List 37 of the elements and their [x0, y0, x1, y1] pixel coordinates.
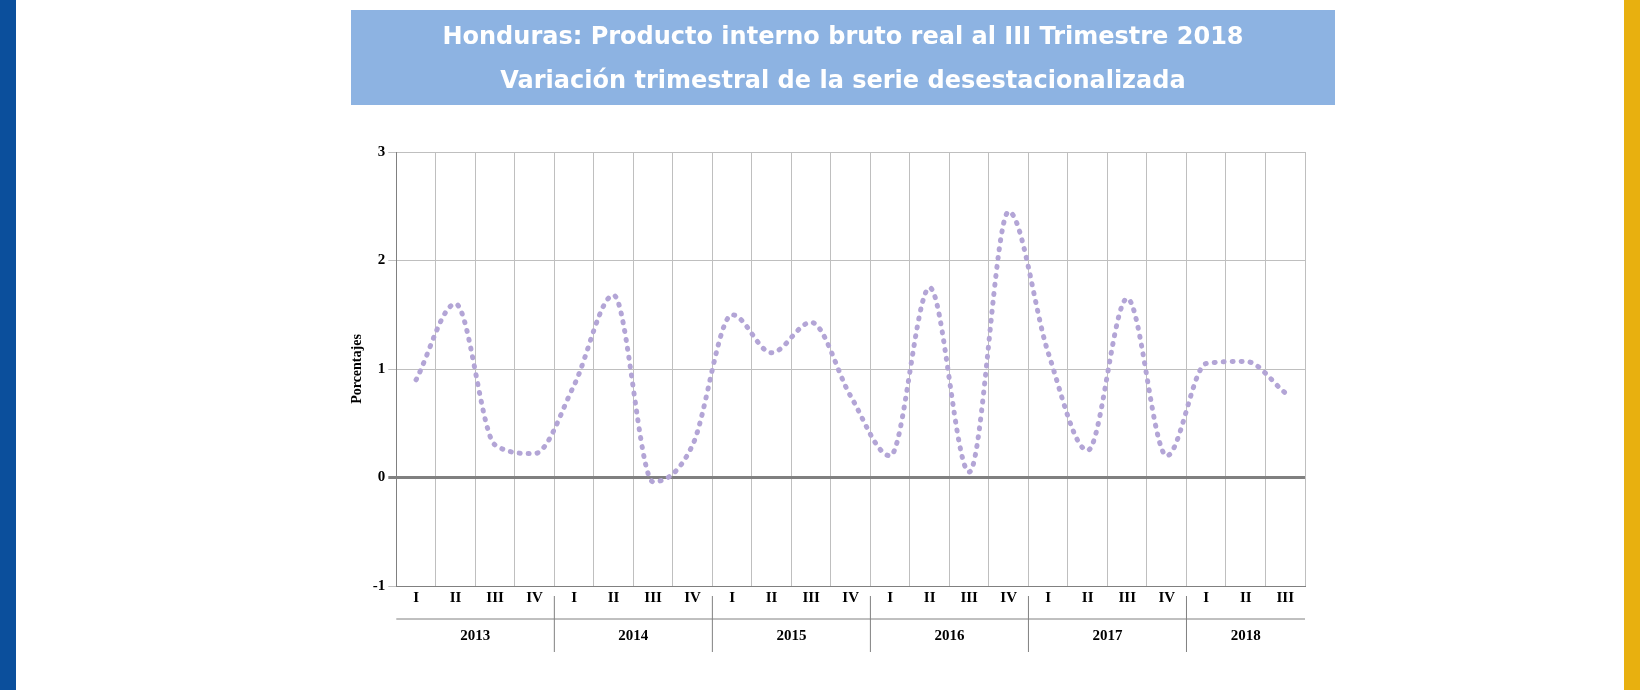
x-tick-label: III [802, 588, 821, 605]
text: 2016 [934, 626, 965, 643]
x-tick-label: III [1276, 588, 1295, 605]
y-tick-label: 3 [377, 142, 386, 159]
x-tick-label: I [1203, 588, 1210, 605]
x-tick-label: II [607, 588, 620, 605]
x-tick-label: IV [842, 588, 860, 605]
y-tick-label: -1 [372, 576, 386, 593]
y-tick-label: 0 [377, 468, 386, 485]
x-tick-label: I [1045, 588, 1052, 605]
chart-title: Honduras: Producto interno bruto real al III Trimestre 2018 [441, 21, 1245, 52]
y-axis-title: Porcentajes [349, 333, 365, 404]
y-tick-label: 1 [377, 359, 386, 376]
x-tick-label: II [449, 588, 462, 605]
x-tick-label: IV [684, 588, 702, 605]
text: 2015 [776, 626, 807, 643]
x-tick-label: I [887, 588, 894, 605]
x-tick-label: II [1239, 588, 1252, 605]
x-tick-label: II [1081, 588, 1094, 605]
x-tick-label: II [923, 588, 936, 605]
text: 2013 [460, 626, 491, 643]
x-tick-label: III [644, 588, 663, 605]
x-tick-label: IV [1000, 588, 1018, 605]
x-tick-label: II [765, 588, 778, 605]
text: 2017 [1092, 626, 1123, 643]
y-tick-label: 2 [377, 251, 386, 268]
text: 2018 [1230, 626, 1261, 643]
x-tick-label: IV [1158, 588, 1176, 605]
x-tick-label: I [413, 588, 420, 605]
text: 2014 [618, 626, 649, 643]
x-tick-label: I [729, 588, 736, 605]
x-tick-label: IV [526, 588, 544, 605]
x-tick-label: I [571, 588, 578, 605]
x-tick-label: III [1118, 588, 1137, 605]
chart-subtitle: Variación trimestral de la serie desestacionalizada [499, 65, 1187, 96]
x-tick-label: III [960, 588, 979, 605]
x-tick-label: III [486, 588, 504, 605]
